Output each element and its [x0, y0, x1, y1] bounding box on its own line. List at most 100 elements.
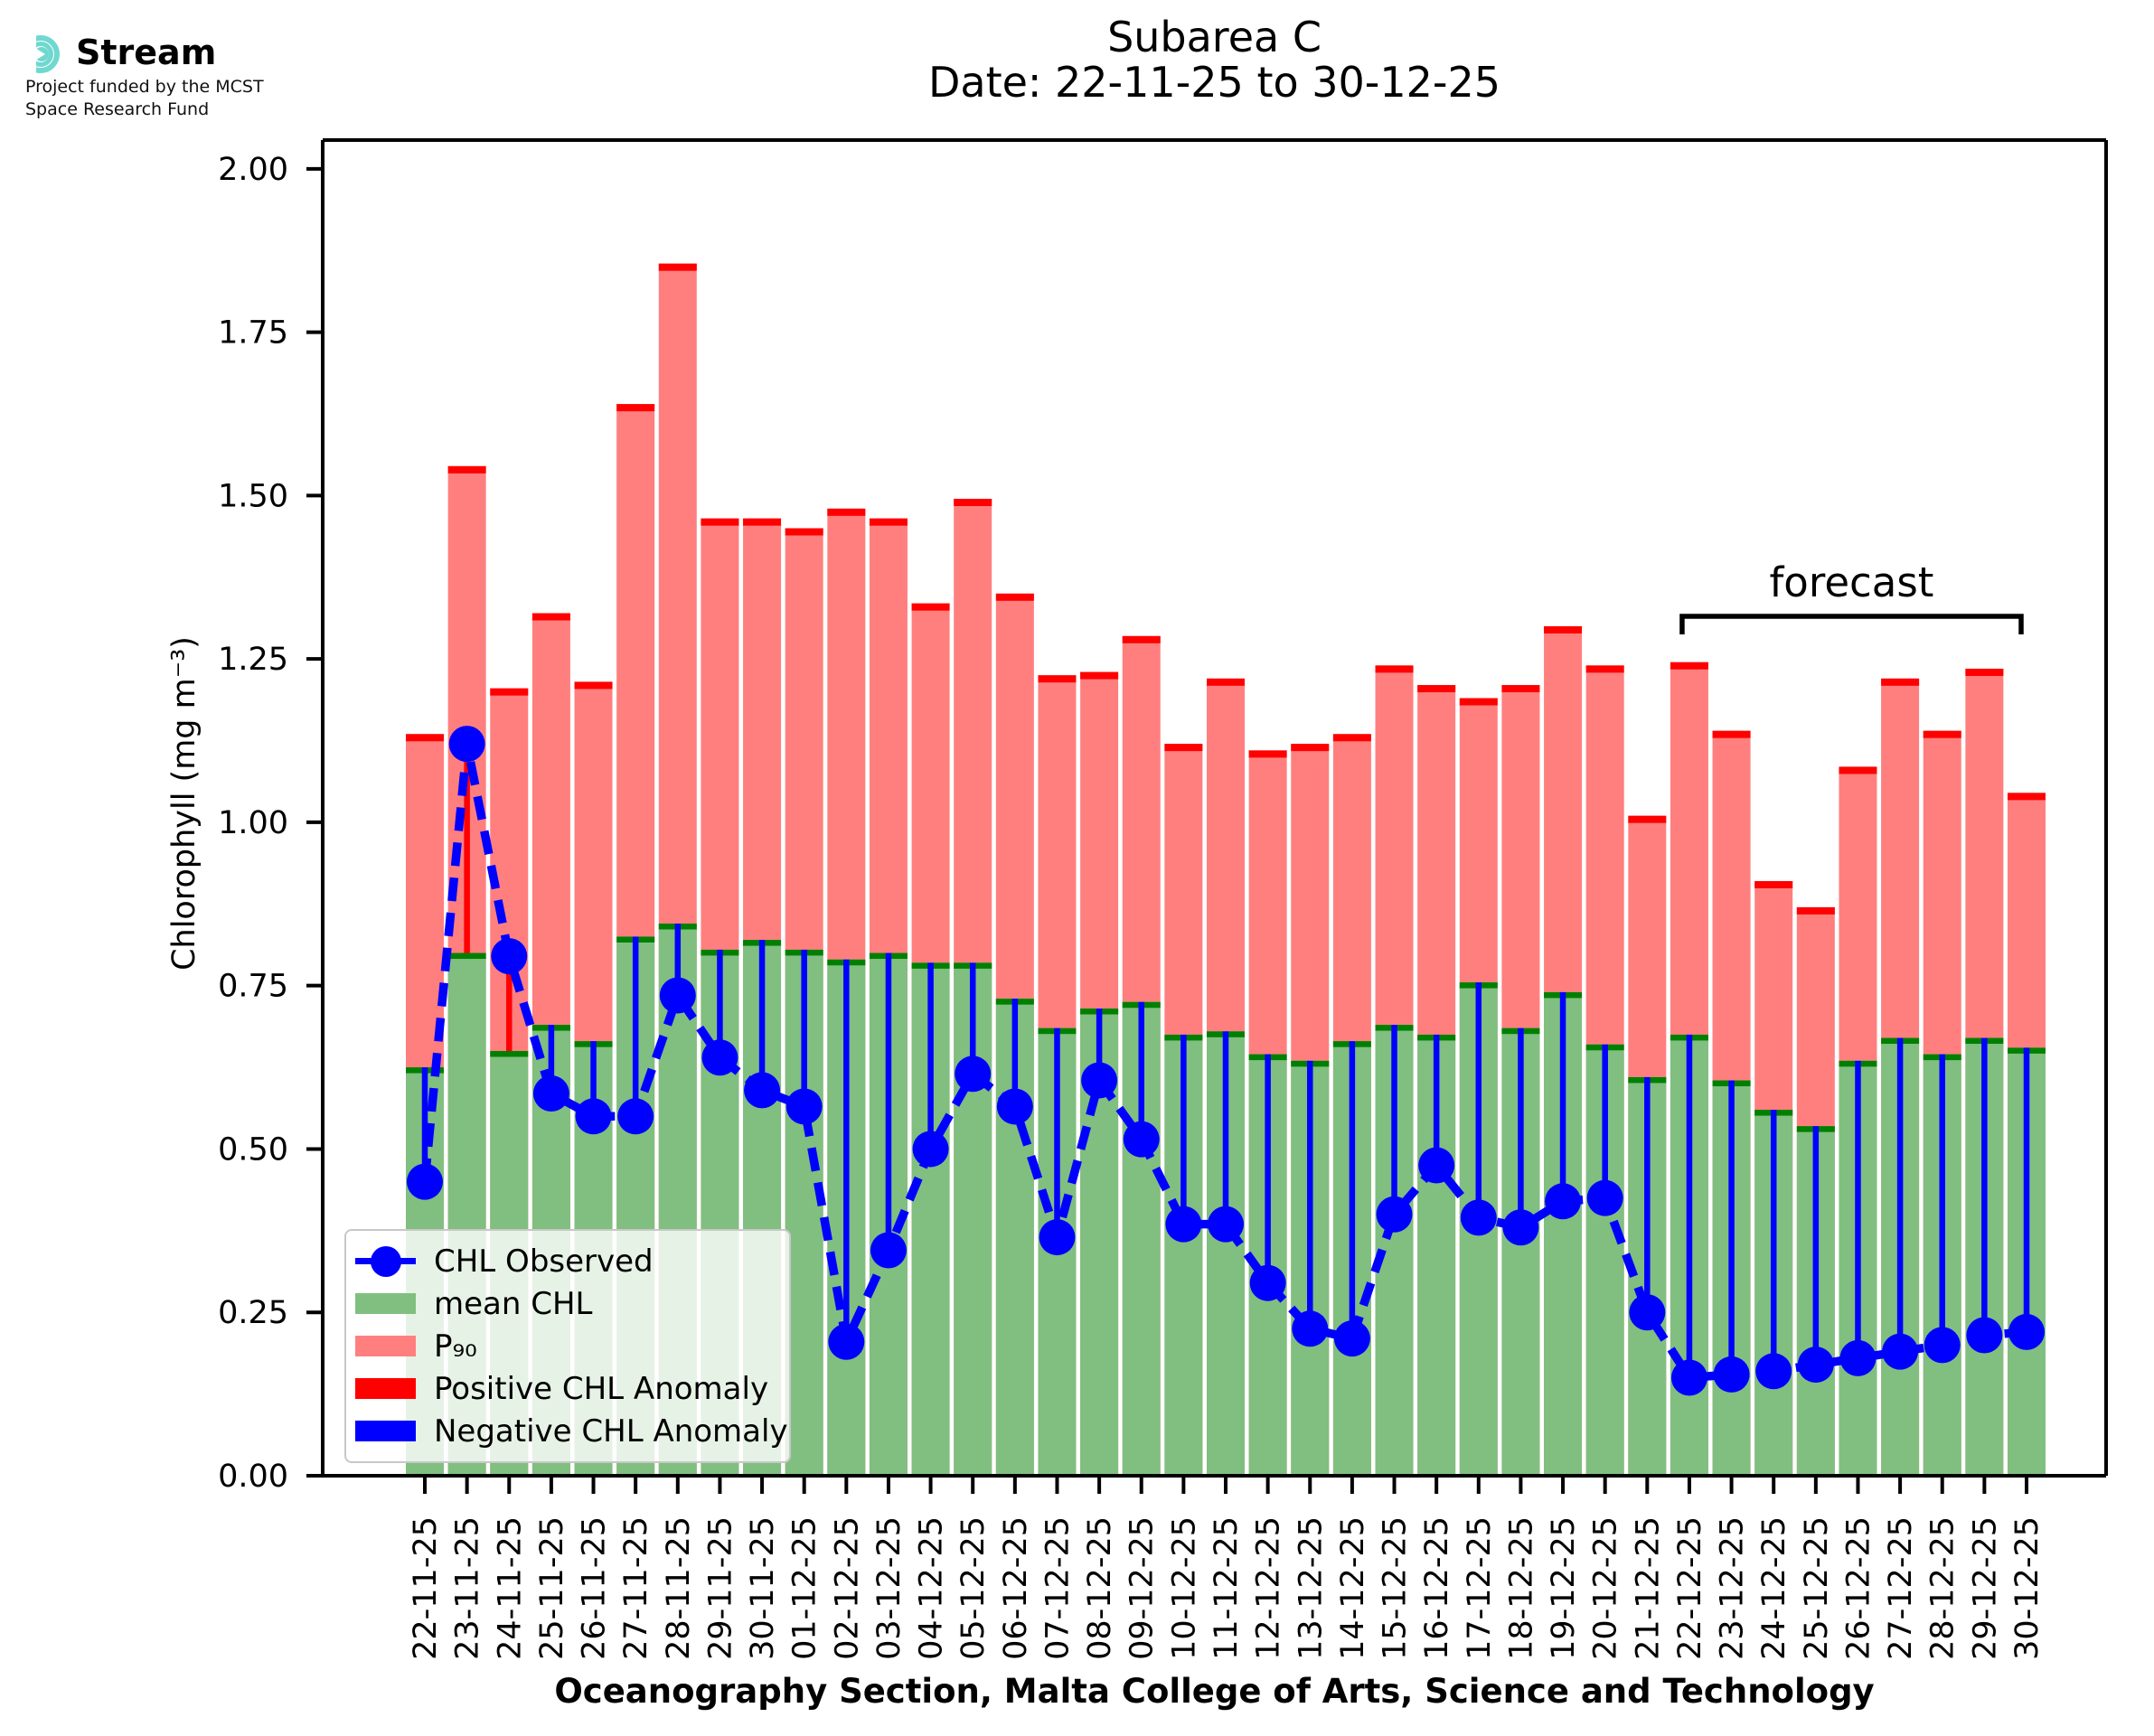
legend-swatch-icon — [355, 1421, 416, 1441]
x-tick-label: 30-11-25 — [745, 1516, 781, 1660]
p90-cap — [1417, 685, 1456, 693]
observed-dot — [870, 1232, 907, 1269]
negative-anomaly-line — [1518, 1028, 1524, 1228]
negative-anomaly-line — [1728, 1080, 1735, 1375]
x-tick-label: 09-12-25 — [1124, 1516, 1161, 1660]
x-tick-label: 19-12-25 — [1546, 1516, 1582, 1660]
y-tick-label: 1.75 — [218, 315, 288, 352]
negative-anomaly-line — [1559, 991, 1566, 1202]
observed-dot — [617, 1098, 654, 1135]
x-tick-label: 25-12-25 — [1799, 1516, 1835, 1660]
p90-cap — [531, 613, 570, 621]
y-tick-label: 1.25 — [218, 642, 288, 678]
p90-cap — [1332, 734, 1371, 742]
negative-anomaly-line — [548, 1025, 555, 1093]
observed-dot — [2008, 1313, 2045, 1350]
y-tick-label: 2.00 — [218, 152, 288, 188]
p90-cap — [447, 465, 486, 474]
negative-anomaly-line — [885, 952, 892, 1251]
x-tick-label: 17-12-25 — [1462, 1516, 1498, 1660]
x-tick-label: 26-11-25 — [577, 1516, 613, 1660]
negative-anomaly-line — [801, 949, 807, 1107]
observed-dot — [1165, 1206, 1202, 1243]
y-axis-label: Chlorophyll (mg m⁻³) — [166, 636, 202, 971]
funding-line-2: Space Research Fund — [25, 99, 210, 119]
negative-anomaly-line — [843, 959, 850, 1342]
legend-swatch-icon — [355, 1378, 416, 1399]
legend-item-label: Positive CHL Anomaly — [434, 1370, 769, 1407]
negative-anomaly-line — [1981, 1037, 1988, 1336]
p90-cap — [1712, 730, 1751, 738]
x-tick-label: 23-12-25 — [1715, 1516, 1751, 1660]
p90-cap — [1501, 685, 1540, 693]
x-tick-label: 28-12-25 — [1925, 1516, 1961, 1660]
observed-dot — [1376, 1196, 1413, 1233]
negative-anomaly-line — [969, 962, 976, 1074]
chart-title-block: Subarea C Date: 22-11-25 to 30-12-25 — [323, 14, 2106, 105]
p90-cap — [658, 263, 697, 271]
negative-anomaly-line — [421, 1067, 428, 1182]
observed-dot — [575, 1098, 612, 1135]
funding-line-1: Project funded by the MCST — [25, 77, 264, 97]
observed-dot — [1924, 1327, 1961, 1364]
p90-cap — [1080, 671, 1119, 680]
y-tick-label: 1.00 — [218, 805, 288, 841]
funding-note: Project funded by the MCST Space Researc… — [25, 76, 264, 121]
observed-dot — [1081, 1062, 1118, 1099]
observed-dot — [491, 938, 528, 975]
x-tick-label: 22-11-25 — [408, 1516, 444, 1660]
p90-cap — [1585, 665, 1624, 673]
x-tick-label: 08-12-25 — [1082, 1516, 1118, 1660]
p90-cap — [1670, 662, 1708, 670]
x-tick-label: 24-12-25 — [1756, 1516, 1792, 1660]
p90-cap — [1965, 668, 2004, 676]
legend-item-label: Negative CHL Anomaly — [434, 1412, 788, 1450]
chart-subtitle: Date: 22-11-25 to 30-12-25 — [927, 58, 1501, 107]
y-tick-label: 0.50 — [218, 1131, 288, 1168]
x-tick-label: 05-12-25 — [955, 1516, 992, 1660]
negative-anomaly-line — [927, 962, 934, 1150]
observed-dot — [1755, 1353, 1792, 1390]
observed-dot — [532, 1074, 569, 1112]
x-tick-label: 23-11-25 — [450, 1516, 486, 1660]
observed-dot — [1123, 1121, 1160, 1158]
stream-logo-icon — [36, 35, 60, 73]
negative-anomaly-line — [1265, 1054, 1271, 1283]
negative-anomaly-line — [632, 936, 639, 1117]
legend-item: P₉₀ — [346, 1325, 789, 1367]
legend-item: Positive CHL Anomaly — [346, 1367, 789, 1410]
legend-observed-marker — [355, 1245, 416, 1277]
negative-anomaly-line — [1180, 1034, 1187, 1225]
negative-anomaly-line — [1433, 1034, 1440, 1166]
negative-anomaly-line — [1391, 1025, 1397, 1215]
observed-dot — [1418, 1147, 1455, 1184]
p90-cap — [1375, 665, 1414, 673]
x-tick-label: 26-12-25 — [1840, 1516, 1877, 1660]
negative-anomaly-line — [1855, 1060, 1861, 1358]
x-tick-label: 18-12-25 — [1503, 1516, 1539, 1660]
p90-cap — [911, 603, 950, 611]
p90-cap — [1248, 750, 1287, 758]
observed-dot — [1208, 1206, 1244, 1243]
x-tick-label: 06-12-25 — [998, 1516, 1034, 1660]
x-tick-label: 03-12-25 — [871, 1516, 908, 1660]
y-tick-label: 1.50 — [218, 478, 288, 514]
observed-dot — [1797, 1347, 1834, 1384]
negative-anomaly-line — [1602, 1044, 1608, 1198]
p90-cap — [1881, 678, 1920, 686]
p90-cap — [1839, 766, 1877, 774]
p90-cap — [785, 528, 823, 536]
observed-dot — [785, 1088, 823, 1125]
negative-anomaly-line — [1222, 1031, 1229, 1225]
negative-anomaly-line — [590, 1041, 597, 1117]
observed-dot — [1670, 1359, 1707, 1396]
negative-anomaly-line — [758, 940, 766, 1091]
legend-item: mean CHL — [346, 1282, 789, 1325]
observed-dot — [1966, 1317, 2003, 1354]
observed-dot — [448, 726, 485, 763]
p90-cap — [701, 518, 739, 526]
p90-cap — [869, 518, 908, 526]
negative-anomaly-line — [1686, 1034, 1693, 1378]
